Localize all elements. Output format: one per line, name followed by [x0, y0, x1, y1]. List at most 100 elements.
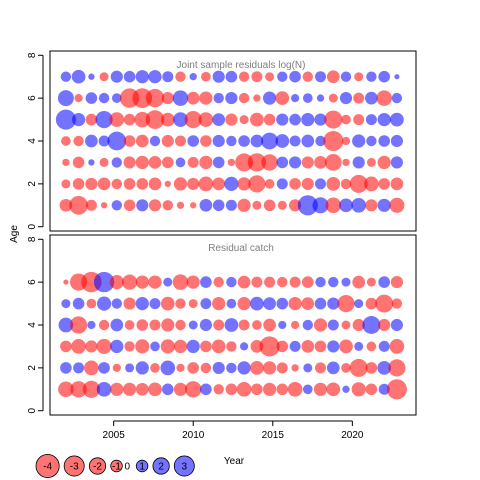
- residual-bubble: [149, 319, 161, 331]
- residual-bubble: [340, 71, 352, 82]
- residual-bubble: [366, 71, 377, 82]
- residual-bubble: [172, 90, 189, 106]
- residual-bubble: [291, 364, 299, 372]
- residual-bubble: [378, 178, 391, 190]
- residual-bubble: [212, 156, 225, 169]
- residual-bubble: [200, 383, 212, 396]
- residual-bubble: [378, 383, 390, 395]
- residual-bubble: [277, 71, 288, 82]
- residual-bubble: [123, 113, 136, 126]
- panel-2-markers: [58, 271, 407, 400]
- residual-bubble: [122, 382, 137, 396]
- legend-bubble: [152, 457, 170, 475]
- residual-bubble: [328, 276, 339, 288]
- residual-bubble: [175, 298, 186, 309]
- residual-bubble: [237, 275, 251, 289]
- residual-bubble: [110, 382, 124, 396]
- legend-bubble: [35, 453, 60, 478]
- residual-bubble: [251, 71, 263, 83]
- residual-bubble: [184, 111, 202, 129]
- residual-bubble: [390, 318, 403, 332]
- residual-bubble: [70, 381, 87, 398]
- residual-bubble: [213, 92, 224, 104]
- residual-bubble: [135, 70, 149, 84]
- residual-bubble: [111, 200, 122, 211]
- residual-bubble: [175, 71, 186, 82]
- x-tick-label: 2020: [341, 430, 364, 441]
- residual-bubble: [302, 319, 313, 331]
- residual-bubble: [85, 113, 98, 126]
- residual-bubble: [365, 297, 378, 310]
- residual-bubble: [315, 178, 326, 190]
- residual-bubble: [200, 298, 212, 310]
- residual-bubble: [352, 134, 366, 148]
- residual-bubble: [236, 381, 252, 397]
- residual-bubble: [302, 276, 314, 288]
- residual-bubble: [212, 361, 225, 374]
- residual-bubble: [176, 363, 185, 372]
- residual-bubble: [160, 112, 175, 127]
- residual-bubble: [62, 158, 70, 167]
- residual-bubble: [74, 94, 83, 103]
- residual-bubble: [123, 70, 136, 83]
- residual-bubble: [71, 69, 86, 84]
- residual-bubble: [378, 318, 391, 332]
- residual-bubble: [328, 93, 338, 103]
- residual-bubble: [111, 157, 122, 168]
- residual-bubble: [315, 135, 326, 147]
- residual-bubble: [107, 131, 127, 151]
- legend-label: -1: [112, 462, 121, 473]
- residual-bubble: [97, 296, 112, 311]
- residual-bubble: [376, 90, 392, 106]
- residual-bubble: [297, 195, 318, 216]
- residual-bubble: [238, 135, 250, 147]
- residual-bubble: [327, 297, 340, 310]
- residual-bubble: [187, 135, 199, 147]
- residual-bubble: [226, 276, 237, 288]
- residual-bubble: [160, 360, 176, 376]
- residual-bubble: [237, 361, 251, 375]
- residual-bubble: [302, 384, 313, 395]
- residual-bubble: [352, 156, 365, 169]
- residual-bubble: [63, 279, 69, 285]
- residual-bubble: [275, 91, 290, 105]
- residual-bubble: [98, 319, 110, 331]
- residual-bubble: [186, 91, 200, 105]
- legend-label: 2: [158, 462, 164, 473]
- residual-bubble: [98, 92, 110, 104]
- residual-bubble: [326, 177, 341, 191]
- y-tick-label: 4: [27, 322, 38, 328]
- residual-bubble: [164, 180, 171, 188]
- residual-bubble: [289, 276, 301, 288]
- residual-bubble: [136, 319, 149, 331]
- residual-bubble: [172, 274, 189, 290]
- residual-bubble: [341, 363, 351, 373]
- residual-bubble: [211, 339, 226, 354]
- residual-bubble: [58, 381, 74, 398]
- residual-bubble: [314, 113, 327, 126]
- residual-bubble: [327, 340, 340, 353]
- residual-bubble: [160, 296, 175, 311]
- residual-bubble: [289, 178, 301, 190]
- residual-bubble: [340, 178, 352, 190]
- residual-bubble: [366, 135, 377, 147]
- residual-bubble: [365, 383, 378, 396]
- residual-bubble: [262, 361, 277, 375]
- residual-bubble: [237, 296, 251, 311]
- residual-bubble: [109, 112, 125, 127]
- residual-bubble: [95, 111, 113, 129]
- residual-bubble: [200, 135, 212, 147]
- residual-bubble: [96, 338, 112, 354]
- residual-bubble: [161, 92, 174, 105]
- residual-bubble: [135, 382, 149, 396]
- residual-bubble: [354, 341, 364, 351]
- y-tick-label: 6: [27, 95, 38, 101]
- residual-bubble: [314, 156, 327, 169]
- residual-bubble: [289, 113, 301, 126]
- residual-bubble: [301, 297, 315, 310]
- panel-residual-catch: Residual catch 0 2 4 6 8: [27, 234, 417, 416]
- residual-bubble: [201, 71, 211, 82]
- residual-bubble: [250, 361, 264, 375]
- residual-bubble: [263, 113, 276, 126]
